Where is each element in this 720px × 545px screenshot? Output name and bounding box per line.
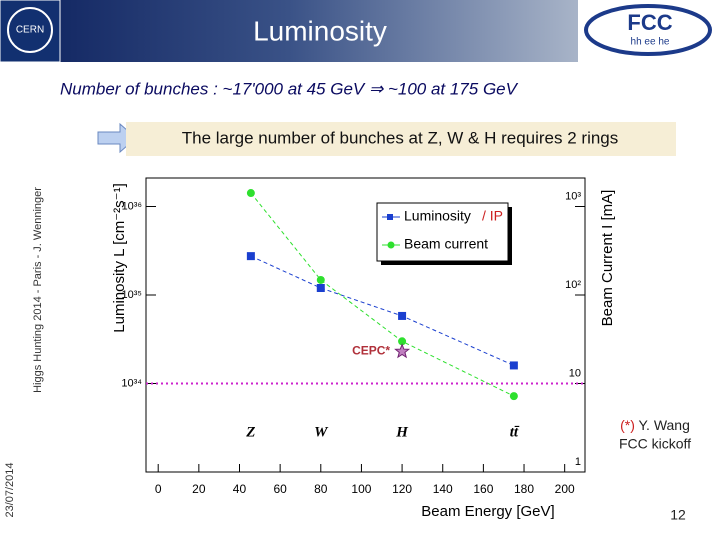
x-axis-label: Beam Energy [GeV]: [421, 503, 554, 520]
x-tick-label: 120: [392, 482, 412, 496]
series-line: [250, 255, 515, 366]
fcc-logo-text: FCC: [627, 10, 672, 35]
x-tick-label: 200: [555, 482, 575, 496]
y-tick-label: 10³⁵: [122, 289, 142, 301]
process-label: tt̄: [510, 424, 520, 440]
banner-text: The large number of bunches at Z, W & H …: [182, 128, 619, 147]
fcc-logo-ring: [584, 4, 712, 56]
y2-tick-label: 10³: [565, 190, 581, 202]
date: 23/07/2014: [4, 462, 16, 517]
y-axis-label: Luminosity L [cm⁻²s⁻¹]: [111, 183, 128, 332]
x-tick-label: 80: [314, 482, 328, 496]
marker: [509, 392, 518, 401]
x-tick-label: 60: [273, 482, 287, 496]
page-number: 12: [670, 507, 686, 523]
header-band: [0, 0, 578, 62]
marker: [509, 361, 518, 370]
cepc-label: CEPC*: [352, 344, 390, 358]
y-tick-label: 10³⁶: [122, 200, 142, 212]
fcc-logo-sub: hh ee he: [631, 37, 670, 48]
y2-axis-label: Beam Current I [mA]: [599, 190, 616, 327]
x-tick-label: 20: [192, 482, 206, 496]
x-tick-label: 40: [233, 482, 247, 496]
legend-label: Beam current: [404, 236, 488, 252]
process-label: H: [395, 424, 409, 440]
cern-logo-ring: [7, 7, 53, 53]
process-label: W: [314, 424, 329, 440]
marker: [398, 311, 407, 320]
marker: [316, 284, 325, 293]
marker: [316, 275, 325, 284]
series-line: [250, 192, 515, 397]
x-tick-label: 180: [514, 482, 534, 496]
chart: 0 20 40 60 80 100 120 140 160 180 200 10³⁴ 10³⁵ 10³⁶ 1…: [111, 177, 616, 520]
banner-box: [126, 122, 676, 156]
note-marker: (*): [620, 417, 635, 433]
process-label: Z: [245, 424, 255, 440]
note-line-2: FCC kickoff: [619, 436, 691, 452]
marker: [246, 252, 255, 261]
legend-marker: [387, 241, 395, 249]
note-text: Y. Wang: [635, 417, 690, 433]
legend-box: [376, 202, 509, 262]
x-tick-label: 160: [473, 482, 493, 496]
legend-label: Luminosity: [404, 208, 471, 224]
subtitle: Number of bunches : ~17'000 at 45 GeV ⇒ …: [60, 79, 519, 98]
legend-marker: [387, 214, 393, 220]
y2-tick-label: 1: [575, 456, 581, 468]
slide-title: Luminosity: [253, 15, 387, 46]
fcc-logo-box: [578, 0, 720, 62]
note-line-1: (*) Y. Wang: [620, 417, 690, 433]
plot-frame: [145, 177, 586, 473]
y-tick-label: 10³⁴: [121, 377, 142, 389]
marker: [246, 189, 255, 198]
note-box: [608, 412, 718, 460]
cepc-star: [394, 343, 411, 359]
x-tick-label: 140: [433, 482, 453, 496]
y2-tick-label: 10: [569, 367, 581, 379]
marker: [398, 337, 407, 346]
legend-note: / IP: [482, 208, 503, 224]
side-text: Higgs Hunting 2014 - Paris - J. Wenninge…: [32, 187, 44, 393]
x-tick-label: 0: [155, 482, 162, 496]
x-tick-label: 100: [351, 482, 371, 496]
y2-tick-label: 10²: [565, 279, 581, 291]
cern-logo-text: CERN: [16, 25, 44, 36]
